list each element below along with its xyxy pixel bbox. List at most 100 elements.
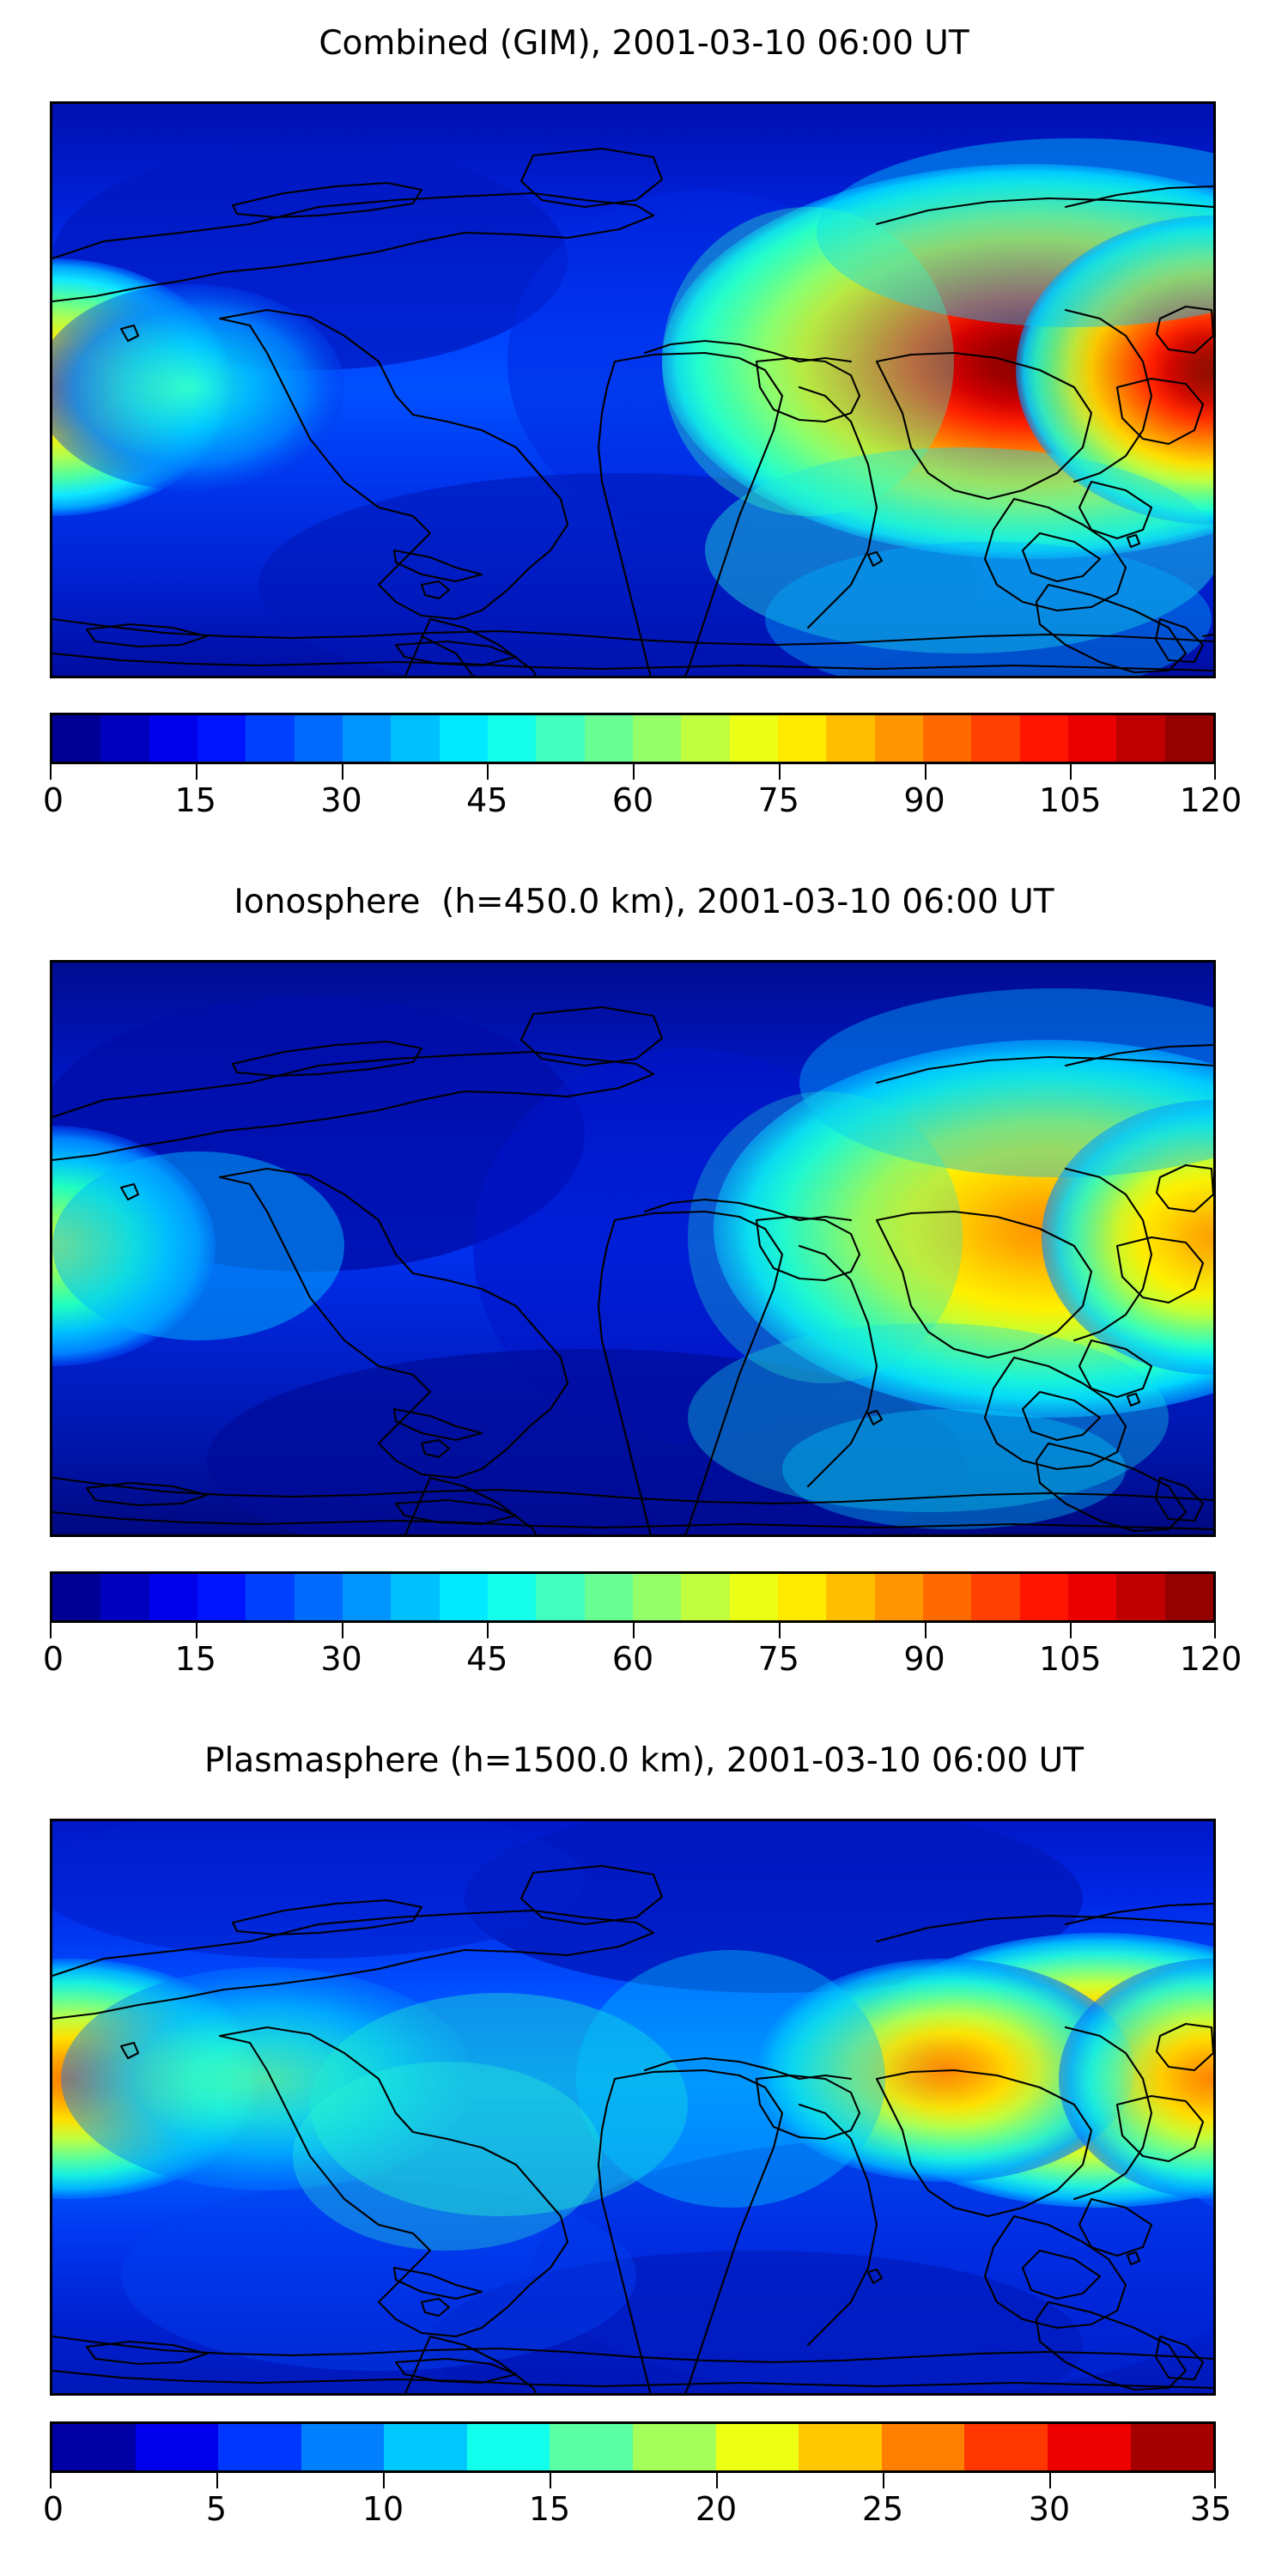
colorbar-tick (550, 2473, 551, 2488)
panel-ionosphere: Ionosphere (h=450.0 km), 2001-03-10 06:0… (0, 859, 1288, 1717)
panel-title-ionosphere: Ionosphere (h=450.0 km), 2001-03-10 06:0… (234, 883, 1054, 921)
colorbar-band (874, 1574, 923, 1620)
colorbar-band (1047, 2424, 1131, 2470)
map-ionosphere (50, 960, 1216, 1537)
colorbar-ionosphere: 0 15 30 45 60 75 90 105 120 (43, 1571, 1242, 1685)
colorbar-band (218, 2424, 301, 2470)
colorbar-band (971, 1574, 1020, 1620)
colorbar-band (52, 1574, 101, 1620)
colorbar-gradient-plasmasphere (50, 2421, 1216, 2473)
colorbar-band (52, 715, 101, 762)
colorbar-tick-label: 0 (42, 781, 64, 819)
colorbar-tick-label: 105 (1038, 781, 1102, 819)
colorbar-band (729, 1574, 778, 1620)
colorbar-band (1164, 715, 1213, 762)
colorbar-band (777, 1574, 827, 1620)
colorbar-tick-label: 120 (1179, 781, 1242, 819)
colorbar-band (391, 715, 440, 762)
colorbar-tick (50, 1623, 52, 1638)
colorbar-band (715, 2424, 799, 2470)
colorbar-band (487, 1574, 537, 1620)
colorbar-tick-label: 45 (466, 1640, 508, 1678)
colorbar-tick (1214, 2473, 1216, 2488)
colorbar-band (633, 2424, 716, 2470)
colorbar-band (301, 2424, 385, 2470)
colorbar-band (135, 2424, 219, 2470)
colorbar-band (1019, 1574, 1068, 1620)
colorbar-band (1019, 715, 1068, 762)
colorbar-band (964, 2424, 1048, 2470)
colorbar-tick (633, 1623, 635, 1638)
colorbar-tick-label: 105 (1038, 1640, 1102, 1678)
colorbar-band (729, 715, 778, 762)
coastlines (52, 147, 1213, 676)
colorbar-gradient-ionosphere (50, 1571, 1216, 1623)
colorbar-band (149, 715, 197, 762)
colorbar-band (1116, 1574, 1165, 1620)
colorbar-combined-gim: 0 15 30 45 60 75 90 105 120 (43, 713, 1242, 826)
colorbar-tick (195, 764, 197, 780)
panel-combined-gim: Combined (GIM), 2001-03-10 06:00 UT (0, 0, 1288, 859)
colorbar-tick-label: 75 (757, 1640, 799, 1678)
colorbar-band (439, 715, 488, 762)
coastlines (52, 1864, 1213, 2393)
colorbar-band (922, 715, 972, 762)
colorbar-tick-label: 30 (320, 1640, 362, 1678)
colorbar-band (246, 715, 295, 762)
colorbar-band (342, 1574, 392, 1620)
colorbar-tick (341, 1623, 343, 1638)
colorbar-band (971, 715, 1020, 762)
colorbar-tick-label: 20 (695, 2490, 738, 2528)
colorbar-band (777, 715, 827, 762)
colorbar-tick (216, 2473, 218, 2488)
colorbar-band (826, 1574, 875, 1620)
colorbar-band (584, 715, 633, 762)
colorbar-tick-label: 90 (903, 781, 945, 819)
colorbar-tick (195, 1623, 197, 1638)
colorbar-tick-label: 30 (320, 781, 362, 819)
colorbar-band (1130, 2424, 1213, 2470)
colorbar-tick (1070, 764, 1072, 780)
colorbar-band (100, 1574, 149, 1620)
colorbar-band (197, 1574, 246, 1620)
panel-title-plasmasphere: Plasmasphere (h=1500.0 km), 2001-03-10 0… (204, 1741, 1084, 1780)
colorbar-tick-label: 25 (861, 2490, 904, 2528)
map-combined-gim (50, 101, 1216, 678)
colorbar-tick (1049, 2473, 1051, 2488)
colorbar-tick-label: 75 (757, 781, 799, 819)
colorbar-tick-label: 45 (466, 781, 508, 819)
colorbar-band (391, 1574, 440, 1620)
colorbar-band (681, 715, 730, 762)
colorbar-tick (716, 2473, 718, 2488)
colorbar-tick-label: 15 (174, 1640, 216, 1678)
colorbar-band (246, 1574, 295, 1620)
colorbar-tick (924, 1623, 927, 1638)
colorbar-band (632, 1574, 682, 1620)
panel-title-combined-gim: Combined (GIM), 2001-03-10 06:00 UT (319, 24, 969, 63)
colorbar-ticks-ionosphere (50, 1623, 1216, 1640)
colorbar-labels-ionosphere: 0 15 30 45 60 75 90 105 120 (43, 1640, 1242, 1685)
colorbar-tick-label: 10 (361, 2490, 404, 2528)
colorbar-tick-label: 0 (42, 2490, 64, 2528)
colorbar-band (881, 2424, 965, 2470)
colorbar-band (1116, 715, 1165, 762)
map-plasmasphere (50, 1819, 1216, 2396)
colorbar-band (584, 1574, 633, 1620)
colorbar-tick (633, 764, 635, 780)
colorbar-band (294, 1574, 343, 1620)
colorbar-ticks-plasmasphere (50, 2473, 1216, 2490)
colorbar-tick (383, 2473, 385, 2488)
colorbar-band (874, 715, 923, 762)
colorbar-tick (778, 1623, 781, 1638)
colorbar-tick (924, 764, 927, 780)
colorbar-band (681, 1574, 730, 1620)
colorbar-band (632, 715, 682, 762)
panel-plasmasphere: Plasmasphere (h=1500.0 km), 2001-03-10 0… (0, 1717, 1288, 2576)
colorbar-tick-label: 0 (42, 1640, 64, 1678)
colorbar-band (536, 715, 585, 762)
colorbar-tick (487, 1623, 489, 1638)
map-canvas-combined-gim (52, 104, 1213, 676)
colorbar-tick-label: 5 (205, 2490, 228, 2528)
colorbar-tick (1214, 764, 1216, 780)
